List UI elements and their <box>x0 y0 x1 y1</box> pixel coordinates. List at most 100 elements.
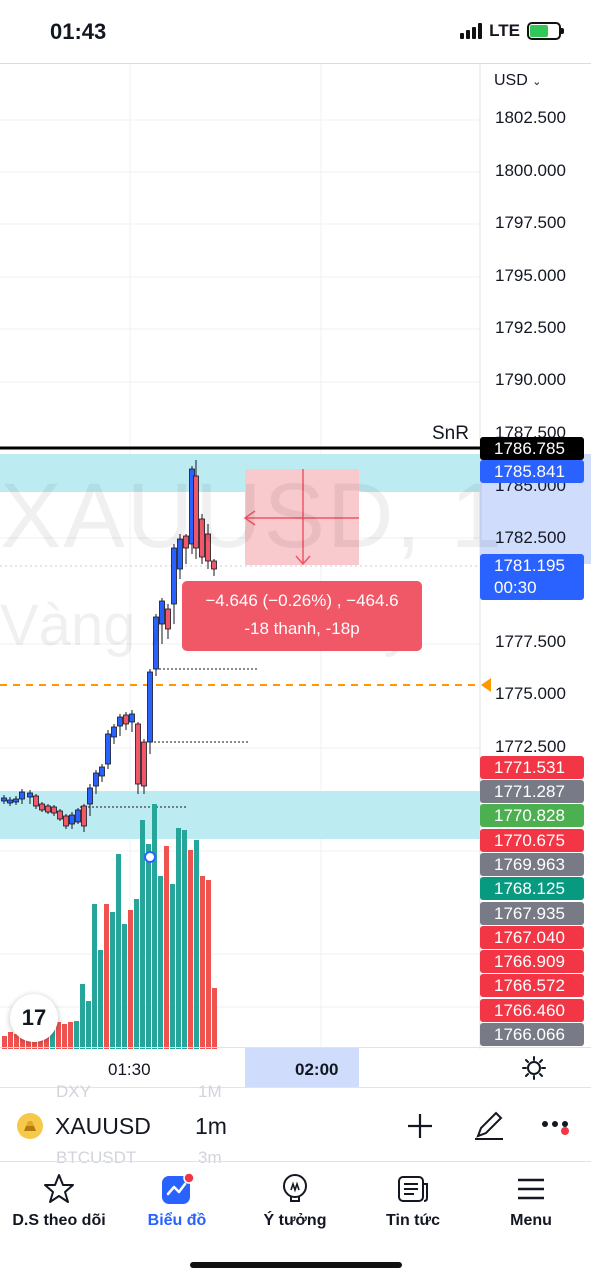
candle-body[interactable] <box>147 671 153 743</box>
candle-body[interactable] <box>111 726 117 738</box>
measure-tooltip: −4.646 (−0.26%) , −464.6 -18 thanh, -18p <box>182 581 422 651</box>
candle-body[interactable] <box>135 723 141 785</box>
candle-body[interactable] <box>27 792 33 798</box>
star-icon <box>44 1174 74 1203</box>
price-tag: 1767.935 <box>480 902 584 925</box>
nav-menu[interactable]: Menu <box>472 1162 590 1280</box>
price-axis-label: 1797.500 <box>495 213 566 232</box>
volume-bar <box>104 904 109 1049</box>
candle-body[interactable] <box>153 616 159 670</box>
price-tag: 1770.675 <box>480 829 584 852</box>
candle-body[interactable] <box>177 538 183 570</box>
candle-body[interactable] <box>63 815 69 827</box>
candle-body[interactable] <box>199 518 205 558</box>
volume-bar <box>152 804 157 1049</box>
candle-body[interactable] <box>183 535 189 549</box>
candle-body[interactable] <box>33 795 39 807</box>
candle-body[interactable] <box>193 475 199 549</box>
candle-body[interactable] <box>39 803 45 811</box>
candle-body[interactable] <box>69 814 75 825</box>
price-tag: 1766.460 <box>480 999 584 1022</box>
volume-bar <box>182 830 187 1049</box>
candle-body[interactable] <box>165 608 171 630</box>
time-axis-selection <box>245 1048 359 1088</box>
volume-bar <box>194 840 199 1049</box>
volume-bar <box>146 844 151 1049</box>
gear-icon[interactable] <box>522 1056 546 1080</box>
more-icon[interactable] <box>540 1116 572 1136</box>
level-lines <box>80 668 257 808</box>
candle-body[interactable] <box>87 787 93 805</box>
time-axis[interactable]: 01:30 02:00 <box>0 1047 591 1088</box>
crosshair-point[interactable] <box>144 851 156 863</box>
ghost-symbol: BTCUSDT <box>56 1148 137 1167</box>
pen-icon[interactable] <box>472 1108 506 1142</box>
candle-body[interactable] <box>19 791 25 800</box>
volume-bar <box>212 988 217 1049</box>
chart-canvas[interactable] <box>0 64 591 1049</box>
nav-news[interactable]: Tin tức <box>354 1162 472 1280</box>
ghost-symbol: DXY <box>56 1082 91 1101</box>
candle-body[interactable] <box>159 600 165 625</box>
candle-body[interactable] <box>171 547 177 605</box>
volume-bar <box>74 1021 79 1049</box>
chart-area[interactable]: XAUUSD, 1 Vàng / Đô la Mỹ USD ⌄ 1802.500… <box>0 63 591 1087</box>
candle-body[interactable] <box>141 741 147 787</box>
price-axis-label: 1800.000 <box>495 161 566 180</box>
candle-body[interactable] <box>45 805 51 813</box>
candle-body[interactable] <box>57 810 63 820</box>
volume-bar <box>92 904 97 1049</box>
price-tag: 1771.531 <box>480 756 584 779</box>
candle-body[interactable] <box>7 799 13 804</box>
candle-body[interactable] <box>129 713 135 723</box>
candle-body[interactable] <box>211 560 217 570</box>
currency-selector[interactable]: USD ⌄ <box>494 72 541 90</box>
menu-icon <box>518 1178 544 1200</box>
volume-bar <box>62 1024 67 1049</box>
measure-bars: -18 thanh, -18p <box>244 619 360 638</box>
gold-icon <box>17 1113 43 1139</box>
candle-body[interactable] <box>117 716 123 727</box>
price-axis-label: 1802.500 <box>495 108 566 127</box>
battery-icon <box>527 22 564 40</box>
nav-label: D.S theo dõi <box>12 1212 106 1229</box>
candle-body[interactable] <box>75 809 81 823</box>
resistance-zone <box>0 454 480 492</box>
candle-body[interactable] <box>1 797 7 802</box>
price-axis-label: 1775.000 <box>495 684 566 703</box>
volume-bar <box>164 846 169 1049</box>
price-axis-label: 1782.500 <box>495 528 566 547</box>
add-icon[interactable] <box>404 1110 436 1142</box>
nav-chart[interactable]: Biểu đồ <box>118 1162 236 1280</box>
candle-body[interactable] <box>99 766 105 777</box>
price-axis-label: 1790.000 <box>495 370 566 389</box>
measure-change: −4.646 (−0.26%) , −464.6 <box>205 591 399 610</box>
candle-body[interactable] <box>51 806 57 814</box>
tradingview-logo-icon[interactable]: 17 <box>10 994 58 1042</box>
candle-body[interactable] <box>205 533 211 562</box>
price-tag: 1766.909 <box>480 950 584 973</box>
measure-arrows <box>243 469 359 566</box>
candle-body[interactable] <box>13 798 19 803</box>
price-tag: 1770.828 <box>480 804 584 827</box>
network-label: LTE <box>489 21 520 40</box>
alert-marker-icon[interactable] <box>481 678 491 692</box>
candle-body[interactable] <box>105 733 111 765</box>
candlesticks[interactable] <box>1 460 217 832</box>
nav-ideas[interactable]: Ý tưởng <box>236 1162 354 1280</box>
volume-bar <box>14 1034 19 1049</box>
volume-bar <box>68 1022 73 1049</box>
nav-label: Tin tức <box>386 1212 440 1229</box>
candle-body[interactable] <box>81 805 87 827</box>
symbol-name[interactable]: XAUUSD <box>55 1113 151 1139</box>
candle-body[interactable] <box>93 772 99 787</box>
price-tag: 1771.287 <box>480 780 584 803</box>
nav-label: Biểu đồ <box>147 1212 207 1229</box>
volume-bar <box>80 984 85 1049</box>
symbol-toolbar: DXY 1M XAUUSD 1m BTCUSDT 3m <box>0 1082 591 1167</box>
interval-selector[interactable]: 1m <box>195 1113 227 1139</box>
nav-watchlist[interactable]: D.S theo dõi <box>0 1162 118 1280</box>
candle-body[interactable] <box>123 714 129 725</box>
home-indicator <box>190 1262 402 1268</box>
measure-area <box>245 469 359 565</box>
